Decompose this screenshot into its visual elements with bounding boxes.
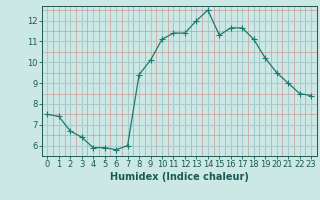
X-axis label: Humidex (Indice chaleur): Humidex (Indice chaleur) bbox=[110, 172, 249, 182]
